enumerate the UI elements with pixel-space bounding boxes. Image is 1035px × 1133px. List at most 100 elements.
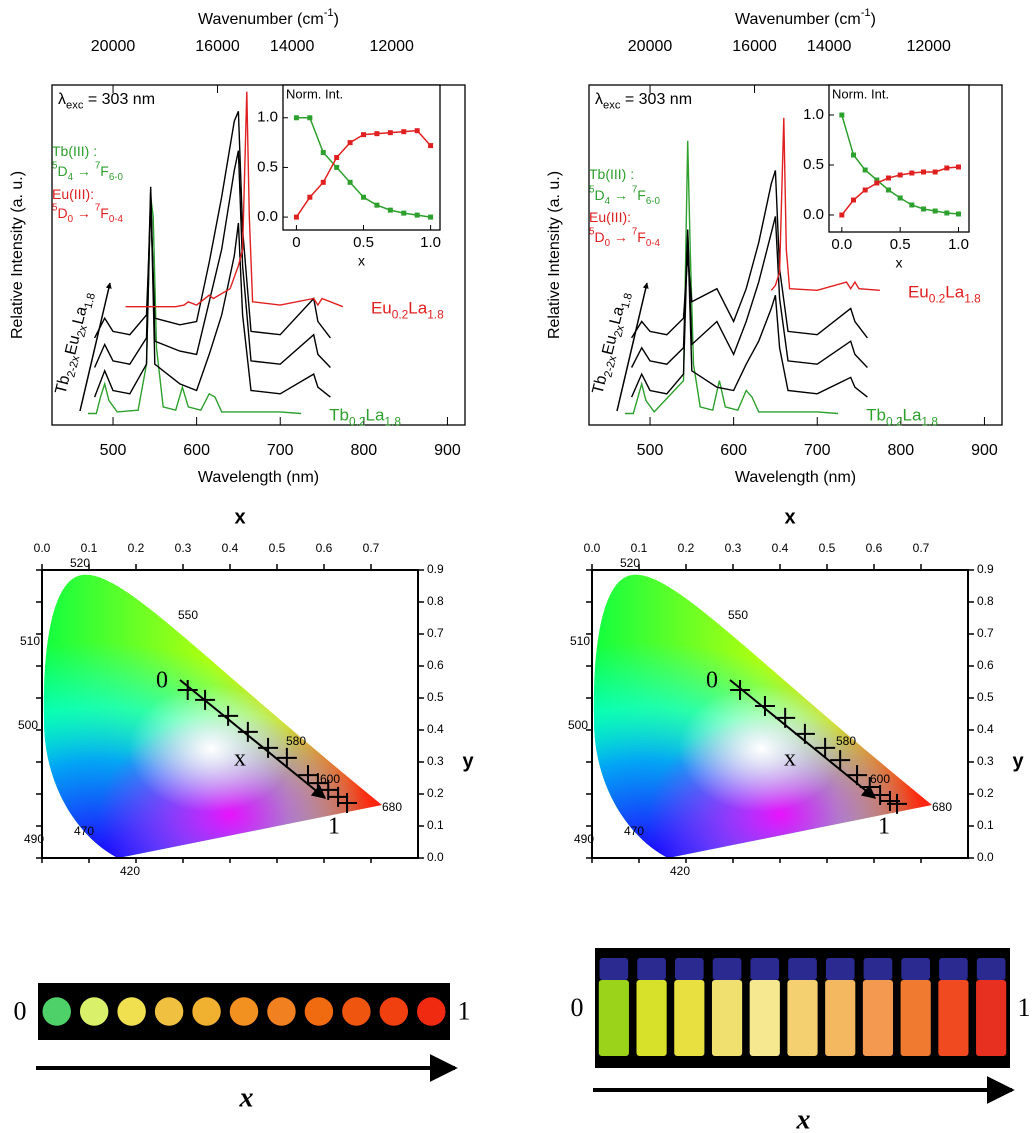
y-tick-label: 0.7 xyxy=(977,626,994,640)
text-run: 4 xyxy=(68,171,74,182)
y-axis-label: Relative Intensity (a. u.) xyxy=(9,171,26,339)
series-label: Eu0.2La1.8 xyxy=(371,299,444,322)
series-label: Eu0.2La1.8 xyxy=(908,283,981,306)
text-run: 2x xyxy=(75,324,90,339)
trend-arrow xyxy=(729,679,877,799)
wavelength-label: 510 xyxy=(570,634,590,648)
text-run: 7 xyxy=(632,226,637,237)
text-run: → xyxy=(610,187,632,203)
top-axis-label: Wavenumber (cm-1) xyxy=(735,7,876,28)
x-axis-label: x xyxy=(239,1082,254,1113)
text-run: D xyxy=(57,205,67,221)
top-tick-label: 12000 xyxy=(906,38,951,55)
vial-cap xyxy=(788,958,817,980)
sample-swatch xyxy=(192,997,221,1026)
inset-marker xyxy=(851,197,856,203)
vial-body xyxy=(787,980,818,1056)
wavelength-label: 490 xyxy=(574,832,594,846)
series-label: Tb0.2La1.8 xyxy=(329,406,401,429)
spectrum-line xyxy=(631,170,868,339)
cie-point xyxy=(258,737,279,758)
inset-y-tick-label: 1.0 xyxy=(803,106,824,123)
text-run: 0.2 xyxy=(929,291,946,305)
x-tick-label: 0.0 xyxy=(34,541,51,555)
inset-marker xyxy=(944,165,950,171)
inset-marker xyxy=(414,128,420,134)
inset-x-label: x xyxy=(896,255,903,271)
y-tick-label: 0.1 xyxy=(977,818,994,832)
text-run: 4 xyxy=(605,195,611,206)
top-tick-label: 16000 xyxy=(195,38,240,55)
inset-marker xyxy=(839,112,845,118)
text-run: Tb(III) : xyxy=(589,166,634,182)
annotation: 5D0 → 7F0-4 xyxy=(52,202,124,224)
sample-swatch xyxy=(229,997,259,1026)
inset-x-tick-label: 0 xyxy=(292,234,300,251)
text-run: 1.8 xyxy=(384,415,401,429)
inset-x-tick-label: 0.5 xyxy=(353,234,374,251)
inset-marker xyxy=(921,206,926,212)
inset-y-tick-label: 0.0 xyxy=(803,206,824,223)
inset-y-tick-label: 1.0 xyxy=(257,109,278,126)
wavelength-label: 490 xyxy=(24,832,44,846)
text-run: ) xyxy=(871,11,876,28)
spectrum-line xyxy=(93,150,331,368)
x-tick-label: 0.6 xyxy=(866,541,883,555)
text-run: λ xyxy=(595,91,603,108)
sample-swatch xyxy=(417,997,446,1026)
vial-cap xyxy=(637,958,666,980)
text-run: Tb(III) : xyxy=(52,143,97,159)
x-axis-label: x xyxy=(784,506,795,528)
text-run: D xyxy=(57,163,67,179)
wavelength-label: 600 xyxy=(870,772,890,786)
x-tick-label: 0.7 xyxy=(363,541,380,555)
vial-body xyxy=(862,980,894,1056)
inset-x-tick-label: 1.0 xyxy=(948,236,969,253)
inset-marker xyxy=(293,214,299,220)
vial-cap xyxy=(712,958,742,980)
y-tick-label: 0.1 xyxy=(427,818,444,832)
inset-marker xyxy=(862,187,868,193)
text-run: La xyxy=(408,299,427,318)
arrow-label: Tb2-2xEu2xLa1.8 xyxy=(590,290,635,397)
annotation: Eu(III): xyxy=(52,186,94,202)
arrow-label: Tb2-2xEu2xLa1.8 xyxy=(53,290,98,397)
y-tick-label: 0.0 xyxy=(427,850,444,864)
top-tick-label: 16000 xyxy=(732,38,777,55)
vial-body xyxy=(900,980,931,1056)
cie-point xyxy=(830,750,851,771)
wavelength-label: 500 xyxy=(18,718,38,732)
text-run: 7 xyxy=(95,202,100,213)
wavelength-label: 580 xyxy=(286,734,306,748)
text-run: Eu xyxy=(600,334,621,357)
x-tick-label: 0.1 xyxy=(81,541,98,555)
x-axis-label: x xyxy=(796,1104,811,1133)
wavelength-label: 520 xyxy=(620,556,640,570)
text-run: ) xyxy=(334,11,339,28)
x-tick-label: 800 xyxy=(887,442,914,459)
text-run: Tb xyxy=(53,374,74,396)
x-axis-label: x xyxy=(234,506,245,528)
inset-marker xyxy=(320,150,326,156)
sample-swatch xyxy=(267,997,296,1026)
y-tick-label: 0.3 xyxy=(977,754,994,768)
y-axis-label: y xyxy=(462,750,474,772)
annotation: Eu(III): xyxy=(589,209,631,225)
inset-title: Norm. Int. xyxy=(832,86,889,101)
vial-body xyxy=(938,980,969,1056)
series-arrow xyxy=(79,282,112,412)
y-tick-label: 0.3 xyxy=(427,754,444,768)
trend-arrow xyxy=(179,679,327,799)
y-tick-label: 0.6 xyxy=(427,658,444,672)
text-run: F xyxy=(637,187,646,203)
sample-swatch xyxy=(304,997,334,1026)
inset-title: Norm. Int. xyxy=(286,86,343,101)
text-run: D xyxy=(594,187,604,203)
wavelength-label: 470 xyxy=(74,824,94,838)
text-run: 0.2 xyxy=(349,415,366,429)
x-tick-label: 700 xyxy=(804,442,831,459)
text-run: 2-2x xyxy=(602,354,619,378)
vial-cap xyxy=(825,958,855,980)
x-tick-label: 0.4 xyxy=(772,541,789,555)
